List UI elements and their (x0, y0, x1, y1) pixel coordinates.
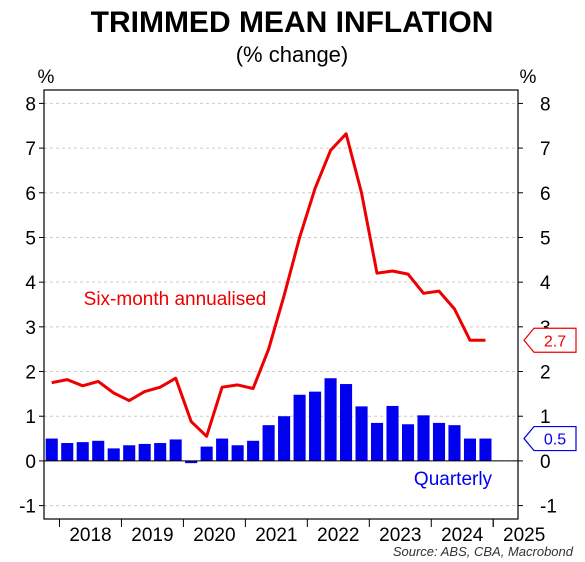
x-tick-label: 2024 (441, 525, 484, 546)
y-tick-label-right: 6 (540, 184, 551, 205)
y-tick-label-left: 8 (25, 94, 36, 115)
y-tick-label-left: -1 (19, 497, 36, 518)
quarterly-bar (278, 416, 291, 461)
quarterly-bar (138, 443, 151, 461)
chart-subtitle: (% change) (236, 42, 349, 67)
annualised-series-label: Six-month annualised (84, 289, 267, 310)
y-tick-label-right: 5 (540, 228, 551, 249)
quarterly-end-value: 0.5 (544, 432, 566, 449)
x-tick-label: 2025 (503, 525, 545, 546)
y-tick-label-right: 8 (540, 94, 551, 115)
quarterly-bar (45, 438, 58, 461)
quarterly-bar (107, 448, 120, 461)
source-note: Source: ABS, CBA, Macrobond (393, 544, 574, 559)
end-value-labels: 2.7 0.5 (523, 327, 577, 452)
quarterly-bar (76, 442, 89, 461)
quarterly-bar (61, 443, 74, 461)
axes: -1-1001122334455667788201820192020202120… (19, 94, 557, 546)
annualised-end-value: 2.7 (544, 333, 566, 350)
y-tick-label-right: 0 (540, 452, 551, 473)
quarterly-bar (169, 439, 182, 461)
quarterly-bar (154, 443, 167, 461)
quarterly-bar (123, 445, 136, 461)
y-tick-label-right: 4 (540, 273, 551, 294)
quarterly-bar (200, 446, 213, 461)
quarterly-bar (293, 394, 306, 461)
quarterly-bar (262, 425, 275, 461)
quarterly-bar (231, 445, 244, 461)
chart-title: TRIMMED MEAN INFLATION (91, 6, 494, 39)
quarterly-bar (401, 424, 415, 461)
quarterly-bar (432, 422, 446, 461)
quarterly-series-label: Quarterly (414, 469, 493, 490)
quarterly-bar (370, 422, 384, 461)
quarterly-bar (309, 391, 322, 461)
x-tick-label: 2020 (193, 525, 235, 546)
quarterly-bar (340, 384, 353, 461)
y-tick-label-right: 2 (540, 363, 551, 384)
quarterly-bar (92, 440, 105, 461)
y-tick-label-right: 7 (540, 139, 551, 160)
annualised-line-group (51, 132, 486, 438)
y-tick-label-right: -1 (540, 497, 557, 518)
quarterly-bar (216, 438, 229, 461)
quarterly-bar (463, 438, 477, 461)
quarterly-bar (479, 438, 492, 461)
quarterly-bar (355, 406, 368, 461)
x-tick-label: 2019 (131, 525, 173, 546)
y-tick-label-left: 3 (25, 318, 36, 339)
y-tick-label-left: 0 (25, 452, 36, 473)
quarterly-bar (247, 440, 260, 461)
y-tick-label-left: 1 (25, 407, 36, 428)
right-unit-label: % (520, 67, 537, 88)
annualised-line (51, 132, 486, 438)
quarterly-bar (386, 405, 399, 461)
y-tick-label-left: 7 (25, 139, 36, 160)
x-tick-label: 2018 (69, 525, 111, 546)
quarterly-end-value-box (523, 425, 577, 452)
y-tick-label-left: 2 (25, 363, 36, 384)
quarterly-bar (448, 425, 461, 461)
x-tick-label: 2023 (379, 525, 421, 546)
x-tick-label: 2022 (317, 525, 359, 546)
y-tick-label-left: 4 (25, 273, 36, 294)
quarterly-bar (185, 460, 198, 464)
left-unit-label: % (38, 67, 55, 88)
y-tick-label-left: 6 (25, 184, 36, 205)
y-tick-label-left: 5 (25, 228, 36, 249)
x-tick-label: 2021 (255, 525, 297, 546)
quarterly-bars (45, 378, 492, 464)
annualised-end-value-box (523, 327, 577, 353)
quarterly-bar (417, 415, 430, 461)
quarterly-bar (324, 378, 337, 461)
plot-frame (43, 89, 519, 520)
y-tick-label-right: 1 (540, 407, 551, 428)
